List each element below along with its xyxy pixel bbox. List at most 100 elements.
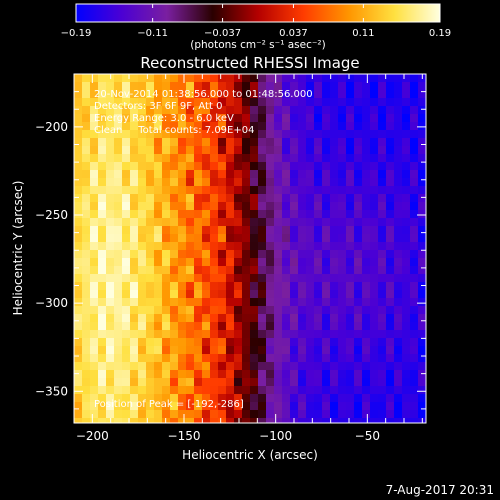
heatmap-cell [306,394,314,402]
heatmap-cell [170,370,178,378]
heatmap-cell [282,266,290,274]
heatmap-cell [234,266,242,274]
heatmap-cell [378,370,386,378]
heatmap-cell [138,98,146,106]
heatmap-cell [362,250,370,258]
heatmap-cell [410,218,418,226]
heatmap-cell [394,338,402,346]
heatmap-cell [202,178,210,186]
annotation-peak-position: Position of Peak = [-192,-286] [94,399,244,410]
heatmap-cell [258,178,266,186]
heatmap-cell [322,194,330,202]
heatmap-cell [90,282,98,290]
heatmap-cell [138,250,146,258]
heatmap-cell [402,226,410,234]
heatmap-cell [170,258,178,266]
heatmap-cell [250,282,258,290]
heatmap-cell [130,274,138,282]
heatmap-cell [354,402,362,410]
heatmap-cell [338,250,346,258]
heatmap-cell [106,210,114,218]
heatmap-cell [194,354,202,362]
heatmap-cell [106,410,114,418]
heatmap-cell [338,98,346,106]
heatmap-cell [394,106,402,114]
heatmap-cell [234,290,242,298]
heatmap-cell [130,418,138,423]
heatmap-cell [314,258,322,266]
heatmap-cell [234,90,242,98]
heatmap-cell [322,250,330,258]
heatmap-cell [178,266,186,274]
heatmap-cell [130,250,138,258]
heatmap-cell [114,178,122,186]
heatmap-cell [218,410,226,418]
heatmap-cell [258,362,266,370]
heatmap-cell [242,162,250,170]
heatmap-cell [114,146,122,154]
heatmap-cell [250,122,258,130]
heatmap-cell [322,154,330,162]
heatmap-cell [170,138,178,146]
heatmap-cell [82,234,90,242]
heatmap-cell [178,242,186,250]
heatmap-cell [138,322,146,330]
heatmap-cell [202,154,210,162]
heatmap-cell [114,194,122,202]
heatmap-cell [306,218,314,226]
heatmap-cell [114,234,122,242]
heatmap-cell [338,298,346,306]
heatmap-cell [90,170,98,178]
heatmap-cell [74,266,82,274]
heatmap-cell [362,82,370,90]
heatmap-cell [186,282,194,290]
heatmap-cell [330,322,338,330]
heatmap-cell [106,114,114,122]
heatmap-cell [322,322,330,330]
heatmap-cell [346,74,354,82]
heatmap-cell [282,98,290,106]
heatmap-cell [386,194,394,202]
heatmap-cell [274,122,282,130]
heatmap-cell [314,418,322,423]
heatmap-cell [202,298,210,306]
heatmap-cell [74,410,82,418]
heatmap-cell [210,106,218,114]
heatmap-cell [314,250,322,258]
heatmap-cell [418,306,426,314]
heatmap-cell [410,290,418,298]
heatmap-cell [194,194,202,202]
heatmap-cell [370,154,378,162]
heatmap-cell [330,346,338,354]
heatmap-cell [338,394,346,402]
heatmap-cell [122,394,130,402]
heatmap-cell [186,258,194,266]
heatmap-cell [146,418,154,423]
heatmap-cell [266,202,274,210]
heatmap-cell [98,314,106,322]
heatmap-cell [162,362,170,370]
annotation-clean-counts: Clean Total counts: 7.09E+04 [94,125,254,136]
heatmap-cell [298,322,306,330]
heatmap-cell [378,154,386,162]
heatmap-cell [394,186,402,194]
heatmap-cell [354,282,362,290]
heatmap-cell [290,298,298,306]
heatmap-cell [282,362,290,370]
heatmap-cell [90,82,98,90]
heatmap-cell [202,226,210,234]
heatmap-cell [146,74,154,82]
heatmap-cell [226,74,234,82]
heatmap-cell [242,306,250,314]
heatmap-cell [378,138,386,146]
heatmap-cell [242,378,250,386]
heatmap-cell [370,378,378,386]
heatmap-cell [290,138,298,146]
heatmap-cell [258,218,266,226]
heatmap-cell [130,258,138,266]
heatmap-cell [218,338,226,346]
heatmap-cell [386,146,394,154]
heatmap-cell [258,306,266,314]
heatmap-cell [162,274,170,282]
heatmap-cell [266,178,274,186]
